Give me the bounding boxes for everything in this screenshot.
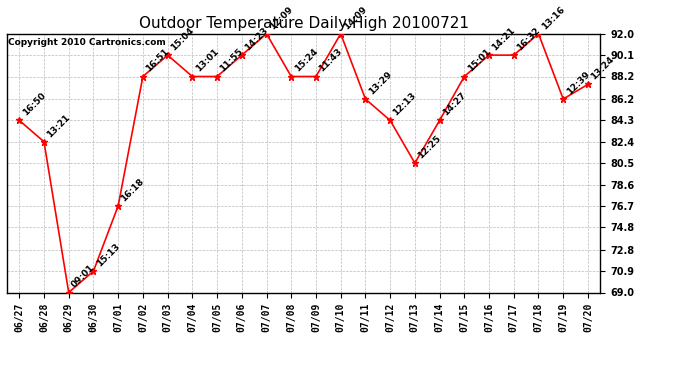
- Text: 15:01: 15:01: [466, 47, 492, 74]
- Text: 12:09: 12:09: [268, 4, 295, 31]
- Text: 15:13: 15:13: [95, 242, 121, 268]
- Text: 13:29: 13:29: [367, 69, 393, 96]
- Text: 13:16: 13:16: [540, 4, 566, 31]
- Text: 11:43: 11:43: [317, 47, 344, 74]
- Text: 12:39: 12:39: [564, 69, 591, 96]
- Text: 11:55: 11:55: [219, 47, 245, 74]
- Text: 13:24: 13:24: [589, 55, 616, 82]
- Text: 13:21: 13:21: [46, 112, 72, 139]
- Text: 15:24: 15:24: [293, 47, 319, 74]
- Text: 14:23: 14:23: [243, 26, 270, 53]
- Text: 14:09: 14:09: [342, 4, 368, 31]
- Text: 16:18: 16:18: [119, 177, 146, 203]
- Text: 16:51: 16:51: [144, 47, 171, 74]
- Text: 09:01: 09:01: [70, 263, 97, 290]
- Text: 14:27: 14:27: [441, 91, 468, 118]
- Text: 16:50: 16:50: [21, 91, 47, 118]
- Text: 14:21: 14:21: [491, 26, 517, 53]
- Text: Copyright 2010 Cartronics.com: Copyright 2010 Cartronics.com: [8, 38, 166, 46]
- Text: 12:25: 12:25: [416, 134, 443, 160]
- Text: 12:13: 12:13: [391, 91, 418, 118]
- Text: 13:01: 13:01: [194, 47, 220, 74]
- Title: Outdoor Temperature Daily High 20100721: Outdoor Temperature Daily High 20100721: [139, 16, 469, 31]
- Text: 16:32: 16:32: [515, 26, 542, 53]
- Text: 15:04: 15:04: [169, 26, 195, 53]
